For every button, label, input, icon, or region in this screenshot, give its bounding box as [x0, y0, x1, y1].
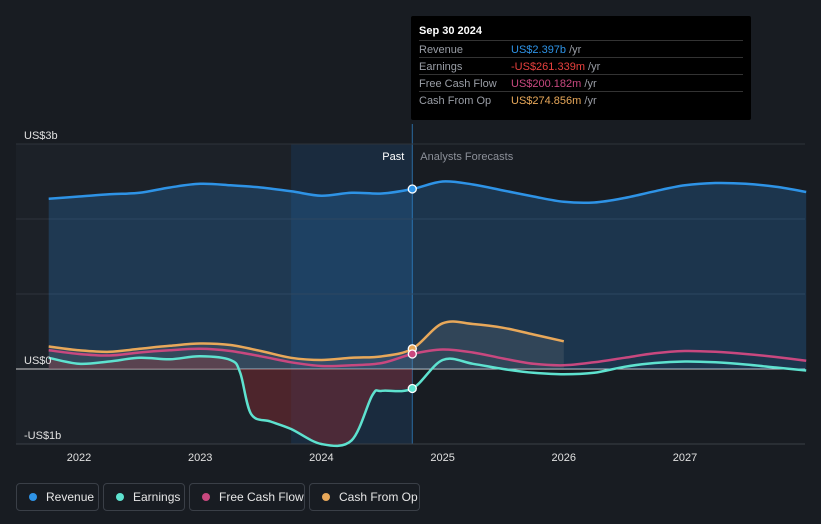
- legend-label: Cash From Op: [339, 490, 418, 504]
- free-cash-flow-line: [48, 347, 807, 368]
- tooltip-label: Free Cash Flow: [419, 78, 497, 90]
- y-tick-label: US$3b: [24, 130, 58, 142]
- x-tick-label: 2025: [430, 452, 454, 464]
- tooltip-unit: /yr: [585, 61, 601, 73]
- tooltip-unit: /yr: [581, 95, 597, 107]
- tooltip-value: US$2.397b: [511, 44, 567, 56]
- x-tick-label: 2022: [67, 452, 91, 464]
- tooltip-value: US$274.856m: [511, 95, 582, 107]
- tooltip-row-cash-from-op: Cash From Op US$274.856m /yr: [419, 91, 743, 109]
- tooltip-date: Sep 30 2024: [419, 25, 482, 37]
- cash-from-op-line: [48, 320, 565, 362]
- x-tick-label: 2024: [309, 452, 333, 464]
- cash-from-op-area: [48, 321, 564, 369]
- tooltip-unit: /yr: [581, 78, 597, 90]
- tooltip-label: Cash From Op: [419, 95, 492, 107]
- x-tick-label: 2027: [673, 452, 697, 464]
- tooltip-unit: /yr: [566, 44, 582, 56]
- legend-item-cash-from-op[interactable]: Cash From Op: [309, 483, 420, 511]
- earnings-loss-area: [48, 356, 413, 446]
- legend-label: Revenue: [46, 490, 95, 504]
- x-tick-label: 2026: [552, 452, 576, 464]
- x-tick-label: 2023: [188, 452, 212, 464]
- free-cash-flow-marker: [407, 349, 417, 359]
- tooltip-value: -US$261.339m: [511, 61, 585, 73]
- past-label: Past: [382, 151, 404, 163]
- earnings-marker: [407, 383, 417, 394]
- legend-label: Free Cash Flow: [219, 490, 304, 504]
- forecast-label: Analysts Forecasts: [420, 151, 513, 163]
- tooltip-row-earnings: Earnings -US$261.339m /yr: [419, 57, 743, 75]
- revenue-dot-icon: [29, 493, 37, 501]
- tooltip-label: Revenue: [419, 44, 464, 56]
- tooltip: Sep 30 2024 Revenue US$2.397b /yr Earnin…: [411, 16, 751, 120]
- tooltip-row-revenue: Revenue US$2.397b /yr: [419, 40, 743, 58]
- y-tick-label: -US$1b: [24, 430, 61, 442]
- earnings-line: [48, 355, 807, 448]
- tooltip-row-free-cash-flow: Free Cash Flow US$200.182m /yr: [419, 74, 743, 92]
- y-tick-label: US$0: [24, 355, 52, 367]
- legend-item-free-cash-flow[interactable]: Free Cash Flow: [189, 483, 305, 511]
- tooltip-label: Earnings: [419, 61, 463, 73]
- cash-from-op-dot-icon: [322, 493, 330, 501]
- revenue-line: [48, 180, 807, 205]
- revenue-marker: [407, 184, 417, 194]
- legend-label: Earnings: [133, 490, 181, 504]
- legend-item-earnings[interactable]: Earnings: [103, 483, 185, 511]
- free-cash-flow-dot-icon: [202, 493, 210, 501]
- legend-item-revenue[interactable]: Revenue: [16, 483, 99, 511]
- earnings-dot-icon: [116, 493, 124, 501]
- revenue-area: [48, 181, 807, 369]
- tooltip-value: US$200.182m: [511, 78, 582, 90]
